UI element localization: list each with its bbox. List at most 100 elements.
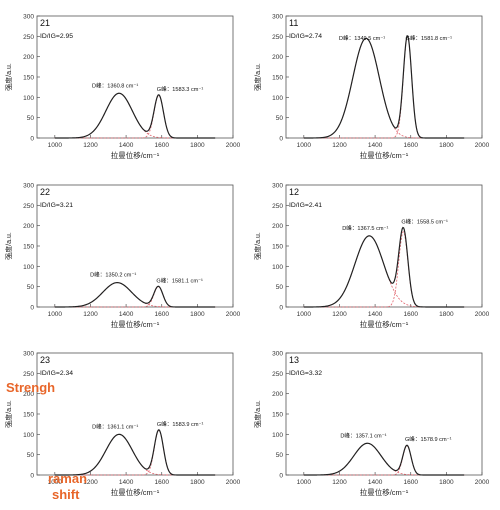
- annotation-shift: shift: [52, 487, 80, 502]
- sample-id: 21: [40, 18, 50, 28]
- y-tick-label: 50: [276, 115, 284, 122]
- y-tick-label: 200: [272, 391, 283, 398]
- x-axis-label: 拉曼位移/cm⁻¹: [111, 150, 160, 160]
- g-peak-label: G峰：1581.8 cm⁻¹: [405, 34, 452, 42]
- raman-chart-svg: 0 50 100 150 200 250 300 1000 1200 1400 1600 1800 20…: [253, 351, 490, 498]
- x-tick-label: 1400: [119, 479, 134, 486]
- y-tick-label: 0: [30, 305, 34, 312]
- g-peak-fit-line: [54, 429, 216, 476]
- intensity-ratio: ID/IG=3.21: [40, 202, 73, 209]
- d-peak-label: D峰：1357.1 cm⁻¹: [340, 431, 386, 439]
- x-tick-label: 1200: [83, 311, 98, 318]
- fitted-spectrum-line: [303, 442, 465, 476]
- x-axis-label: 拉曼位移/cm⁻¹: [111, 319, 160, 329]
- x-tick-label: 1600: [154, 142, 169, 149]
- x-tick-label: 1600: [403, 311, 418, 318]
- y-axis-label: 强度/a.u.: [253, 63, 262, 91]
- intensity-ratio: ID/IG=2.95: [40, 33, 73, 40]
- d-peak-label: D峰：1360.8 cm⁻¹: [92, 81, 138, 89]
- y-tick-label: 250: [23, 34, 34, 41]
- intensity-ratio: ID/IG=2.74: [289, 33, 322, 40]
- y-tick-label: 0: [279, 305, 283, 312]
- intensity-ratio: ID/IG=3.32: [289, 370, 322, 377]
- y-tick-label: 50: [27, 284, 35, 291]
- annotation-raman: raman: [48, 471, 88, 486]
- y-tick-label: 250: [23, 371, 34, 378]
- fitted-spectrum-line: [303, 226, 465, 308]
- x-tick-label: 1800: [190, 479, 205, 486]
- d-peak-label: D峰：1361.1 cm⁻¹: [92, 422, 138, 430]
- d-peak-label: D峰：1350.2 cm⁻¹: [90, 271, 136, 279]
- x-tick-label: 1800: [190, 311, 205, 318]
- y-tick-label: 200: [23, 223, 34, 230]
- y-tick-label: 50: [276, 284, 284, 291]
- raman-panel-12: 0 50 100 150 200 250 300 1000 1200 1400 1600 1800 20…: [252, 177, 492, 342]
- x-tick-label: 1200: [332, 142, 347, 149]
- x-tick-label: 1800: [439, 142, 454, 149]
- sample-id: 12: [289, 187, 299, 197]
- y-tick-label: 200: [23, 391, 34, 398]
- d-peak-fit-line: [303, 235, 465, 308]
- raman-chart-svg: 0 50 100 150 200 250 300 1000 1200 1400 1600 1800 20…: [4, 351, 241, 498]
- x-axis-label: 拉曼位移/cm⁻¹: [111, 487, 160, 497]
- y-tick-label: 100: [23, 264, 34, 271]
- y-axis-label: 强度/a.u.: [4, 232, 13, 260]
- y-tick-label: 150: [272, 412, 283, 419]
- x-tick-label: 1600: [403, 479, 418, 486]
- y-tick-label: 200: [23, 54, 34, 61]
- raman-panel-13: 0 50 100 150 200 250 300 1000 1200 1400 1600 1800 20…: [252, 345, 492, 510]
- y-tick-label: 0: [279, 473, 283, 480]
- y-tick-label: 200: [272, 54, 283, 61]
- x-tick-label: 1800: [439, 311, 454, 318]
- x-tick-label: 1600: [154, 311, 169, 318]
- g-peak-fit-line: [303, 36, 465, 139]
- x-tick-label: 1000: [297, 142, 312, 149]
- d-peak-fit-line: [54, 282, 216, 308]
- y-tick-label: 300: [23, 14, 34, 21]
- y-tick-label: 100: [23, 95, 34, 102]
- y-tick-label: 100: [272, 95, 283, 102]
- x-axis-label: 拉曼位移/cm⁻¹: [360, 150, 409, 160]
- y-axis-label: 强度/a.u.: [253, 400, 262, 428]
- x-tick-label: 1200: [83, 479, 98, 486]
- y-tick-label: 100: [272, 432, 283, 439]
- y-tick-label: 300: [272, 351, 283, 358]
- y-tick-label: 0: [30, 136, 34, 143]
- y-tick-label: 250: [272, 203, 283, 210]
- x-tick-label: 1800: [190, 142, 205, 149]
- y-tick-label: 50: [27, 115, 35, 122]
- x-tick-label: 1000: [48, 142, 63, 149]
- y-tick-label: 150: [23, 412, 34, 419]
- x-tick-label: 2000: [226, 142, 241, 149]
- raman-chart-svg: 0 50 100 150 200 250 300 1000 1200 1400 1600 1800 20…: [4, 14, 241, 161]
- y-tick-label: 150: [272, 244, 283, 251]
- fitted-spectrum-line: [54, 282, 216, 308]
- x-tick-label: 1200: [83, 142, 98, 149]
- raman-panel-22: 0 50 100 150 200 250 300 1000 1200 1400 1600 1800 20…: [3, 177, 243, 342]
- x-tick-label: 2000: [475, 479, 490, 486]
- intensity-ratio: ID/IG=2.34: [40, 370, 73, 377]
- g-peak-label: G峰：1578.9 cm⁻¹: [405, 435, 452, 443]
- x-tick-label: 1600: [403, 142, 418, 149]
- x-tick-label: 1400: [368, 311, 383, 318]
- raman-panel-21: 0 50 100 150 200 250 300 1000 1200 1400 1600 1800 20…: [3, 8, 243, 173]
- y-axis-label: 强度/a.u.: [253, 232, 262, 260]
- intensity-ratio: ID/IG=2.41: [289, 202, 322, 209]
- x-tick-label: 1400: [119, 142, 134, 149]
- y-tick-label: 300: [272, 183, 283, 190]
- raman-panel-23: 0 50 100 150 200 250 300 1000 1200 1400 1600 1800 20…: [3, 345, 243, 510]
- x-tick-label: 1600: [154, 479, 169, 486]
- x-tick-label: 1000: [48, 311, 63, 318]
- g-peak-fit-line: [303, 231, 465, 308]
- y-axis-label: 强度/a.u.: [4, 400, 13, 428]
- y-tick-label: 250: [23, 203, 34, 210]
- x-tick-label: 1000: [297, 479, 312, 486]
- annotation-strength: Strengh: [6, 380, 56, 395]
- x-tick-label: 1000: [48, 479, 63, 486]
- y-tick-label: 250: [272, 34, 283, 41]
- x-axis-label: 拉曼位移/cm⁻¹: [360, 487, 409, 497]
- x-tick-label: 1800: [439, 479, 454, 486]
- y-tick-label: 250: [272, 371, 283, 378]
- x-tick-label: 2000: [475, 311, 490, 318]
- raman-chart-svg: 0 50 100 150 200 250 300 1000 1200 1400 1600 1800 20…: [253, 14, 490, 161]
